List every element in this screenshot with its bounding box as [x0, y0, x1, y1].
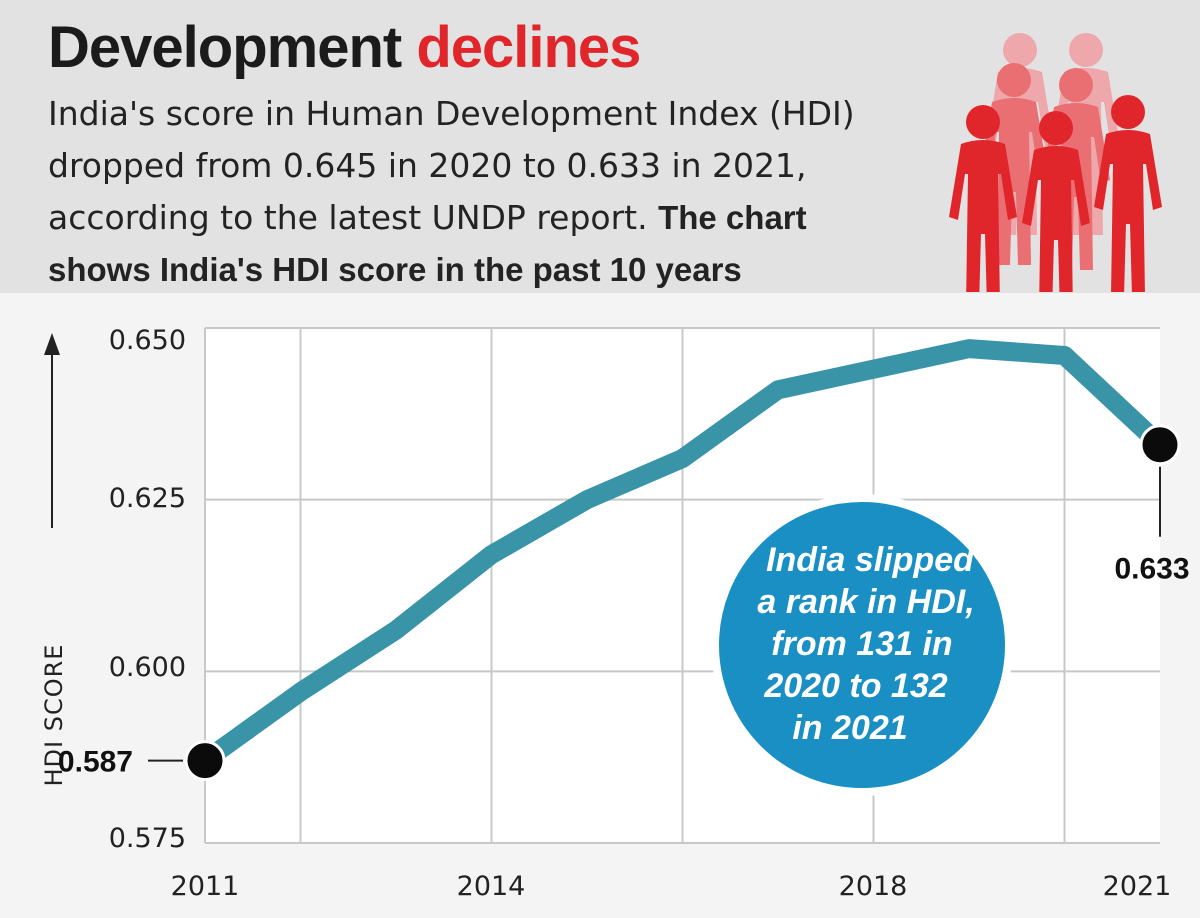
y-tick-label: 0.625 — [109, 483, 186, 514]
end-value-label: 0.633 — [1114, 553, 1189, 586]
start-value-label: 0.587 — [58, 746, 133, 779]
people-group-icon — [949, 33, 1162, 292]
subtitle: India's score in Human Development Index… — [48, 88, 918, 296]
y-tick-label: 0.575 — [109, 823, 186, 854]
x-tick-label: 2011 — [171, 871, 240, 902]
callout-line-1: India slipped — [766, 541, 975, 579]
subtitle-line-3: according to the latest UNDP report. — [48, 198, 648, 237]
title-main: Development — [48, 15, 402, 80]
endpoint-marker — [1139, 424, 1181, 466]
hdi-line-chart: 0.575 0.600 0.625 0.650 HDI SCORE 2011 2… — [40, 325, 1190, 902]
x-axis: 2011 2014 2018 2021 — [171, 871, 1172, 902]
callout-line-2: a rank in HDI, — [757, 583, 974, 621]
y-tick-label: 0.650 — [109, 325, 186, 356]
subtitle-bold-1: The chart — [658, 199, 807, 236]
callout-bubble: India slipped a rank in HDI, from 131 in… — [711, 494, 1013, 796]
endpoint-marker — [184, 740, 226, 782]
callout-line-5: in 2021 — [792, 709, 907, 747]
x-tick-label: 2021 — [1103, 871, 1172, 902]
endpoint-markers — [184, 424, 1181, 782]
callout-line-4: 2020 to 132 — [763, 667, 947, 705]
title-accent: declines — [416, 15, 641, 80]
subtitle-bold-2: shows India's HDI score in the past 10 y… — [48, 251, 742, 288]
y-axis: 0.575 0.600 0.625 0.650 HDI SCORE — [40, 325, 186, 854]
hdi-series-line — [195, 339, 1170, 771]
y-axis-arrow-icon — [44, 333, 60, 528]
subtitle-line-1: India's score in Human Development Index… — [48, 94, 855, 133]
subtitle-line-2: dropped from 0.645 in 2020 to 0.633 in 2… — [48, 146, 807, 185]
callout-line-3: from 131 in — [771, 625, 952, 663]
y-tick-label: 0.600 — [109, 652, 186, 683]
callout-circle — [711, 494, 1013, 796]
x-tick-label: 2014 — [457, 871, 526, 902]
gridlines — [204, 327, 1160, 844]
y-axis-label: HDI SCORE — [40, 644, 68, 787]
chart-title: Development declines — [48, 14, 641, 81]
header-panel: Development declines India's score in Hu… — [0, 0, 1200, 293]
x-tick-label: 2018 — [839, 871, 908, 902]
